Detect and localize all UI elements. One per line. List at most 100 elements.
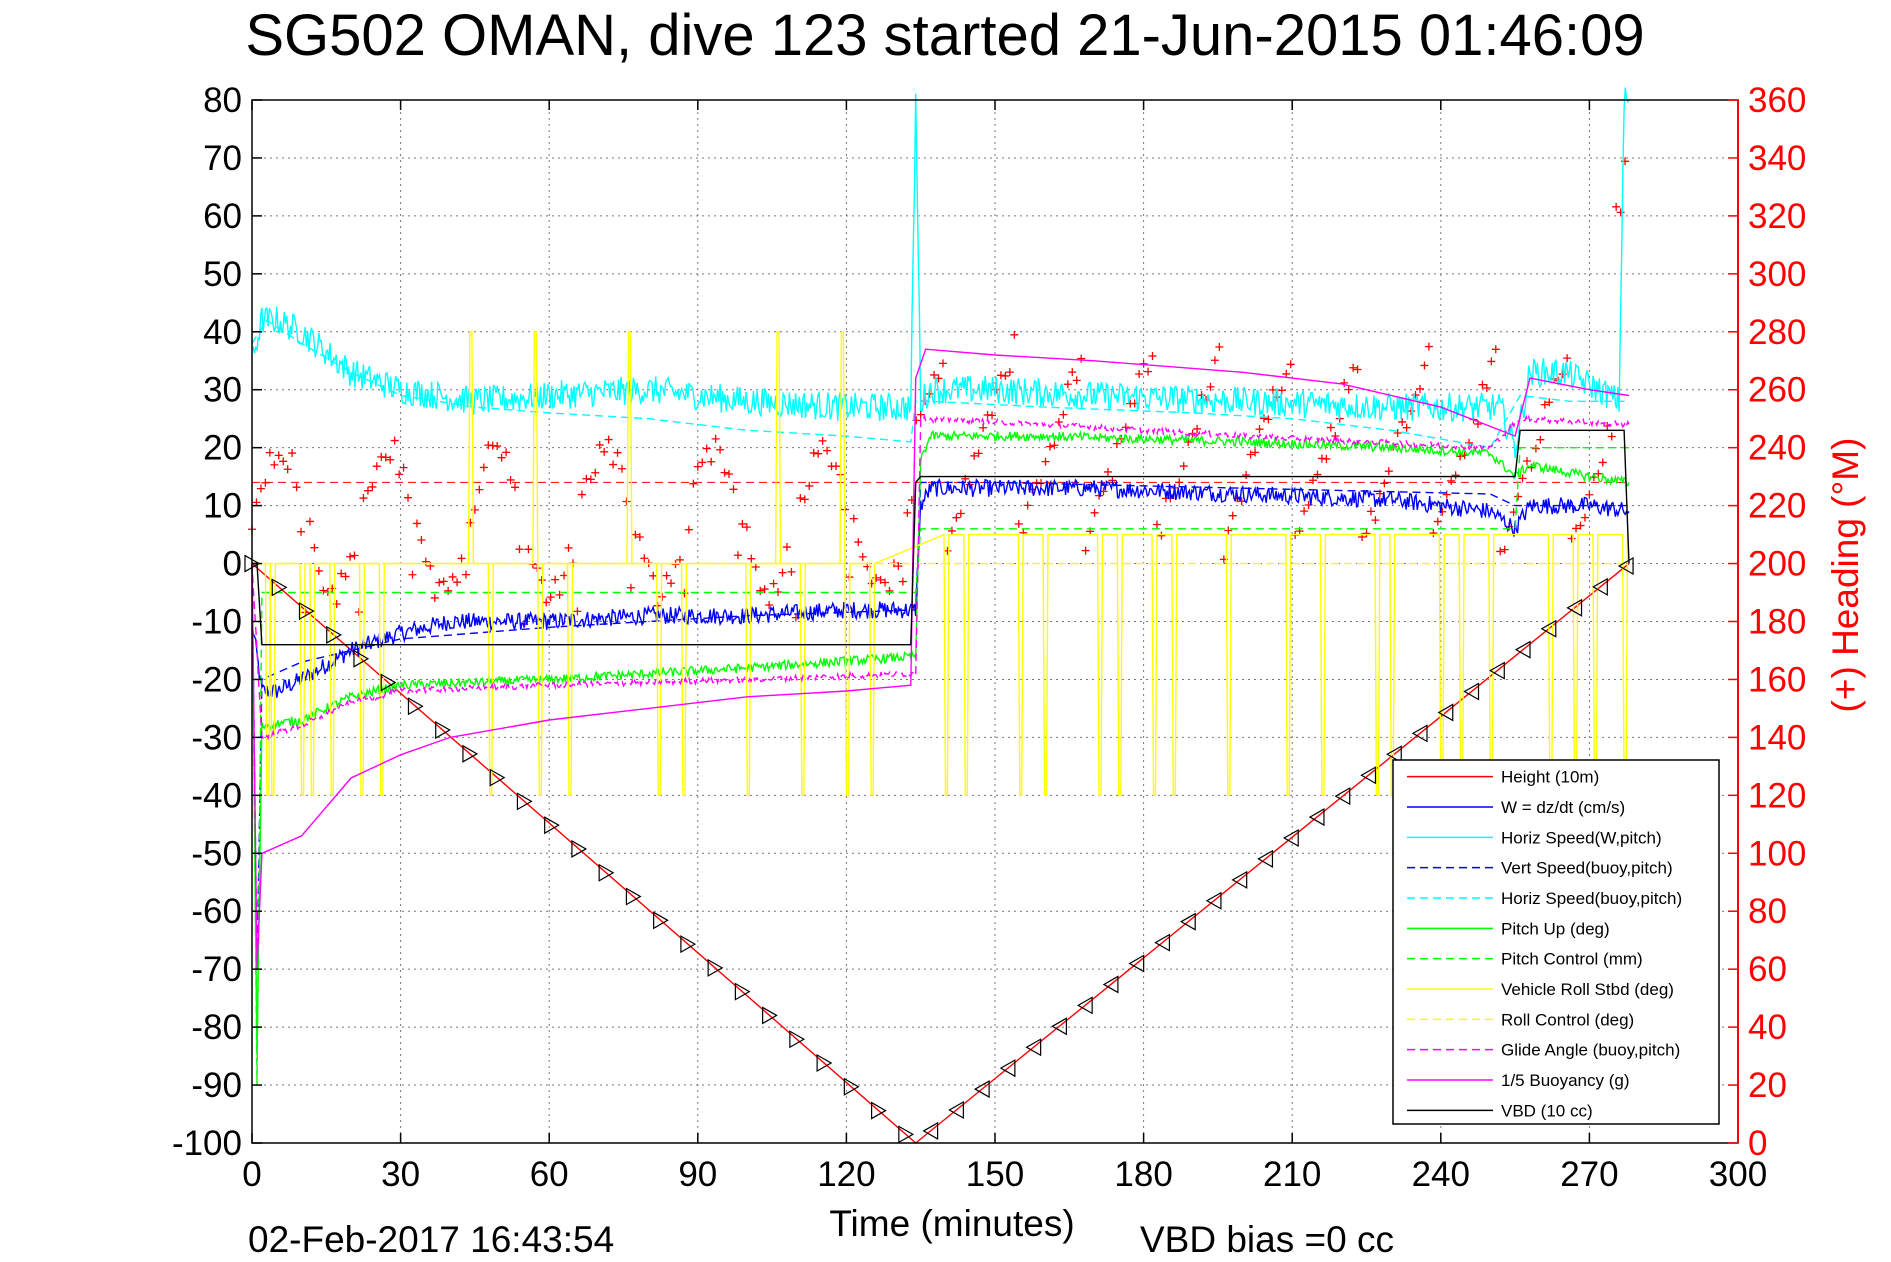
heading-mark [573,607,582,616]
heading-mark [1621,157,1630,166]
heading-mark [497,453,506,462]
heading-mark [1567,534,1576,543]
heading-mark [1545,398,1554,407]
heading-mark [1242,471,1251,480]
depth-marker [1360,766,1377,785]
heading-mark [435,578,444,587]
depth-marker [1076,996,1093,1015]
legend-entry-label: Vehicle Roll Stbd (deg) [1501,980,1674,999]
series-6 [251,447,1629,1086]
series-1 [251,477,1630,698]
right-tick-label: 140 [1748,718,1806,757]
heading-mark [698,458,707,467]
depth-marker [1051,1017,1067,1036]
heading-mark [560,571,569,580]
heading-mark [738,519,747,528]
legend-entry-label: Pitch Control (mm) [1501,950,1643,969]
heading-mark [702,444,711,453]
x-tick-label: 120 [817,1155,875,1194]
heading-mark [658,592,667,601]
series-9 [251,413,1630,741]
y-tick-label: -60 [191,892,242,931]
heading-mark [354,608,363,617]
heading-mark [1496,547,1505,556]
y-tick-label: -80 [191,1008,242,1047]
heading-mark [524,545,533,554]
heading-mark [502,448,511,457]
heading-mark [667,579,676,588]
right-tick-label: 320 [1748,197,1806,236]
heading-mark [1054,417,1063,426]
depth-marker [1102,975,1119,994]
heading-mark [1536,435,1545,444]
heading-mark [881,578,890,587]
heading-mark [359,494,368,503]
right-axis-ticks: 3603403203002802602402202001801601401201… [1728,81,1806,1163]
footer-date: 02-Feb-2017 16:43:54 [248,1219,614,1260]
series-2 [251,87,1630,459]
y-tick-label: 20 [203,429,242,468]
heading-mark [769,579,778,588]
heading-mark [1135,370,1144,379]
heading-mark [805,481,814,490]
heading-mark [399,463,408,472]
heading-mark [1103,467,1112,476]
depth-marker [973,1080,990,1099]
heading-mark [872,573,881,582]
depth-marker [435,721,451,740]
heading-mark [1362,529,1371,538]
heading-mark [693,462,702,471]
heading-mark [470,505,479,514]
heading-mark [1420,361,1429,370]
depth-marker [271,578,288,597]
right-tick-label: 180 [1748,603,1806,642]
depth-marker [816,1053,833,1073]
heading-mark [1572,524,1581,533]
heading-mark [1380,479,1389,488]
depth-markers [244,554,1634,1144]
heading-mark [711,434,720,443]
heading-mark [1331,432,1340,441]
heading-mark [381,453,390,462]
depth-marker [1514,640,1531,659]
heading-mark [1353,365,1362,374]
heading-mark [778,568,787,577]
legend-entry-label: Height (10m) [1501,768,1599,787]
depth-marker [762,1006,778,1025]
heading-mark [1023,501,1032,510]
depth-marker [734,982,751,1001]
heading-mark [412,519,421,528]
right-tick-label: 240 [1748,429,1806,468]
heading-mark [1607,432,1616,441]
heading-mark [1246,450,1255,459]
heading-mark [363,486,372,495]
x-axis-label: Time (minutes) [829,1203,1074,1244]
heading-mark [809,448,818,457]
right-tick-label: 80 [1748,892,1787,931]
depth-marker [625,887,642,906]
right-tick-label: 100 [1748,834,1806,873]
right-tick-label: 360 [1748,81,1806,120]
heading-mark [635,533,644,542]
heading-mark [796,494,805,503]
legend-entry-label: Vert Speed(buoy,pitch) [1501,859,1673,878]
heading-mark [537,576,546,585]
heading-mark [1090,508,1099,517]
heading-mark [898,577,907,586]
depth-marker [789,1030,806,1049]
heading-mark [457,554,466,563]
heading-mark [1598,458,1607,467]
depth-marker [1025,1038,1042,1057]
heading-mark [408,570,417,579]
chart-title: SG502 OMAN, dive 123 started 21-Jun-2015… [245,3,1644,68]
x-tick-label: 180 [1114,1155,1172,1194]
depth-marker [843,1077,860,1096]
depth-marker [353,649,370,668]
heading-mark [1393,429,1402,438]
heading-mark [1286,360,1295,369]
depth-marker [326,625,342,644]
y-tick-label: 70 [203,139,242,178]
series-line [251,319,1629,449]
heading-mark [1402,423,1411,432]
